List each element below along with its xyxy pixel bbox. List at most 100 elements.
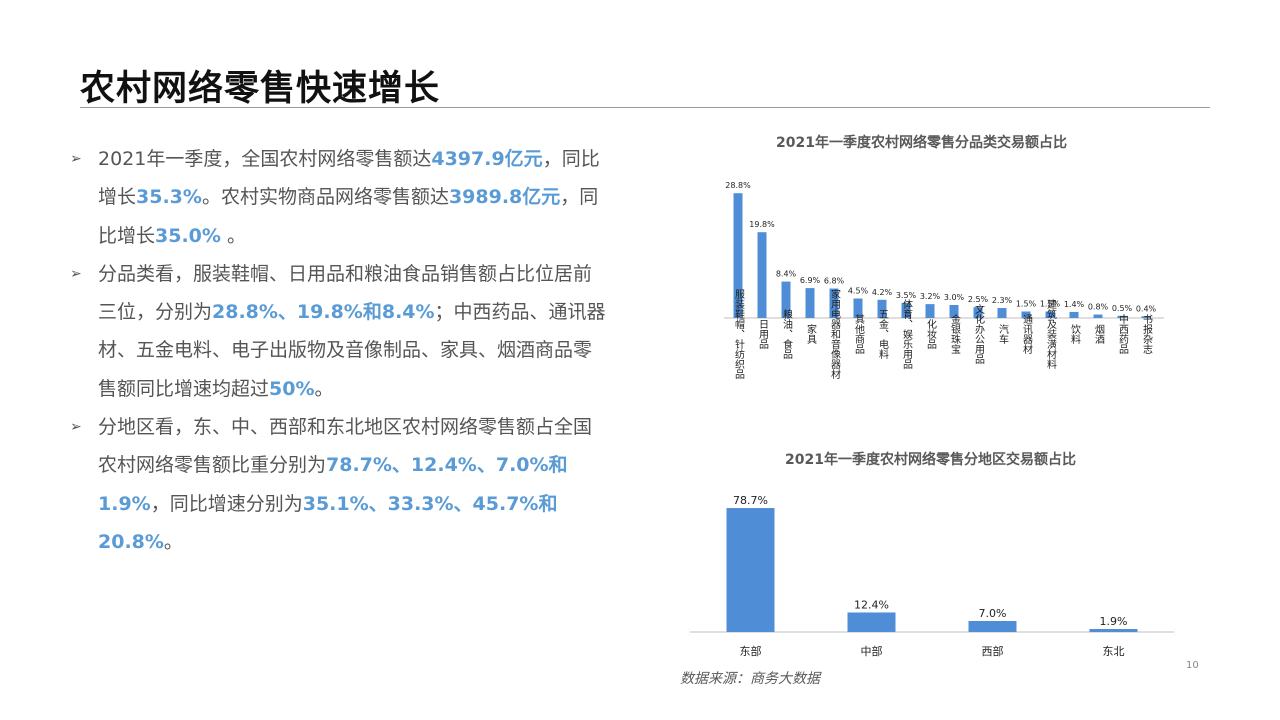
bar-10 bbox=[973, 307, 983, 318]
page-number: 10 bbox=[1186, 660, 1199, 671]
bullet-item: ➢ 分品类看，服装鞋帽、日用品和粮油食品销售额占比位居前三位，分别为28.8%、… bbox=[70, 255, 610, 408]
text-segment: ；中西药品、通讯器材、五金电料、电子出版物及音像制品、家具、烟酒商品零售额同比增… bbox=[98, 301, 606, 400]
bar-5 bbox=[853, 298, 863, 318]
category-label-16: 中西药品 bbox=[1117, 313, 1129, 355]
category-label-9: 金银珠宝 bbox=[949, 313, 961, 354]
value-label-7: 3.5% bbox=[896, 291, 917, 300]
highlighted-value: 78.7%、12.4%、7.0%和1.9% bbox=[98, 454, 568, 515]
category-label-11: 汽车 bbox=[997, 323, 1009, 345]
bar-11 bbox=[997, 308, 1007, 318]
text-segment: 。 bbox=[163, 530, 183, 553]
title-divider bbox=[80, 107, 1210, 108]
bar-3 bbox=[805, 288, 815, 318]
bullet-item: ➢ 2021年一季度，全国农村网络零售额达4397.9亿元，同比增长35.3%。… bbox=[70, 140, 610, 255]
highlighted-value: 50% bbox=[269, 377, 315, 400]
category-label-5: 其他商品 bbox=[853, 314, 865, 355]
category-label-4: 家用电器和音像器材 bbox=[829, 288, 841, 379]
category-label-6: 五金、电料 bbox=[877, 309, 889, 360]
value-label-13: 1.5% bbox=[1040, 300, 1061, 309]
category-label-0: 服装鞋帽、针纺织品 bbox=[733, 289, 745, 380]
value-label-2: 7.0% bbox=[979, 607, 1007, 620]
value-label-8: 3.2% bbox=[920, 292, 941, 301]
text-segment: 。农村实物商品网络零售额达 bbox=[201, 186, 449, 209]
value-label-0: 78.7% bbox=[733, 494, 768, 507]
category-chart-title: 2021年一季度农村网络零售分品类交易额占比 bbox=[776, 135, 1067, 151]
category-label-17: 书报杂志 bbox=[1141, 314, 1153, 354]
highlighted-value: 3989.8亿元 bbox=[448, 186, 561, 209]
value-label-0: 28.8% bbox=[725, 181, 751, 190]
category-label-8: 化妆品 bbox=[925, 318, 937, 350]
bullet-text: 2021年一季度，全国农村网络零售额达4397.9亿元，同比增长35.3%。农村… bbox=[98, 148, 600, 247]
text-segment: ，同比增长 bbox=[98, 148, 600, 209]
category-label-14: 饮料 bbox=[1069, 323, 1081, 345]
value-label-16: 0.5% bbox=[1112, 304, 1133, 313]
bar-1 bbox=[847, 612, 896, 632]
bar-9 bbox=[949, 305, 959, 318]
bar-16 bbox=[1117, 315, 1127, 318]
value-label-1: 12.4% bbox=[854, 598, 889, 611]
slide-title: 农村网络零售快速增长 bbox=[80, 69, 441, 109]
text-segment: ，同比增长 bbox=[98, 186, 599, 247]
bar-13 bbox=[1045, 311, 1055, 318]
category-label-1: 中部 bbox=[861, 644, 883, 658]
bar-14 bbox=[1069, 311, 1079, 318]
category-label-3: 家具 bbox=[805, 323, 817, 345]
data-source: 数据来源：商务大数据 bbox=[680, 671, 820, 687]
value-label-9: 3.0% bbox=[944, 293, 965, 302]
category-label-13: 建筑及装潢材料 bbox=[1045, 298, 1057, 370]
text-segment: 分地区看，东、中、西部和东北地区农村网络零售额占全国农村网络零售额比重分别为 bbox=[98, 416, 593, 477]
arrow-bullet-icon: ➢ bbox=[70, 151, 82, 167]
value-label-17: 0.4% bbox=[1136, 304, 1157, 313]
bar-8 bbox=[925, 304, 935, 318]
category-label-2: 西部 bbox=[982, 644, 1004, 658]
value-label-5: 4.5% bbox=[848, 287, 869, 296]
value-label-15: 0.8% bbox=[1088, 303, 1109, 312]
highlighted-value: 35.1%、33.3%、45.7%和20.8% bbox=[98, 492, 558, 553]
bar-1 bbox=[757, 232, 767, 318]
bar-2 bbox=[968, 620, 1017, 632]
bar-7 bbox=[901, 302, 911, 318]
bullet-text: 分地区看，东、中、西部和东北地区农村网络零售额占全国农村网络零售额比重分别为78… bbox=[98, 416, 592, 553]
value-label-12: 1.5% bbox=[1016, 300, 1037, 309]
value-label-1: 19.8% bbox=[749, 220, 775, 229]
text-segment: 2021年一季度，全国农村网络零售额达 bbox=[98, 148, 432, 170]
value-label-2: 8.4% bbox=[776, 270, 797, 279]
category-label-0: 东部 bbox=[740, 644, 762, 658]
category-label-15: 烟酒 bbox=[1093, 323, 1105, 345]
value-label-4: 6.8% bbox=[824, 277, 845, 286]
highlighted-value: 35.0% bbox=[155, 224, 221, 247]
arrow-bullet-icon: ➢ bbox=[70, 419, 82, 436]
value-label-11: 2.3% bbox=[992, 296, 1013, 305]
highlighted-value: 28.8%、19.8%和8.4% bbox=[212, 301, 435, 324]
value-label-10: 2.5% bbox=[968, 295, 989, 304]
bar-17 bbox=[1141, 316, 1151, 318]
category-label-1: 日用品 bbox=[757, 319, 769, 350]
bar-2 bbox=[781, 281, 791, 318]
category-label-2: 粮油、食品 bbox=[781, 308, 793, 360]
region-bar-chart: 78.7% 东部 12.4% 中部 7.0% 西部 1.9% 东北 bbox=[690, 494, 1174, 658]
value-label-6: 4.2% bbox=[872, 288, 893, 297]
text-segment: ，同比增速分别为 bbox=[150, 492, 303, 515]
bar-3 bbox=[1089, 629, 1138, 632]
category-label-3: 东北 bbox=[1103, 645, 1125, 658]
bar-0 bbox=[733, 193, 743, 318]
value-label-3: 6.9% bbox=[800, 276, 821, 285]
value-label-3: 1.9% bbox=[1100, 615, 1128, 628]
bar-0 bbox=[726, 508, 775, 632]
bullet-text: 分品类看，服装鞋帽、日用品和粮油食品销售额占比位居前三位，分别为28.8%、19… bbox=[98, 263, 606, 400]
category-label-10: 文化办公用品 bbox=[973, 303, 985, 365]
bar-12 bbox=[1021, 311, 1031, 318]
bar-15 bbox=[1093, 314, 1103, 318]
text-segment: 分品类看，服装鞋帽、日用品和粮油食品销售额占比位居前三位，分别为 bbox=[98, 262, 593, 324]
highlighted-value: 4397.9亿元 bbox=[431, 148, 543, 170]
bullet-list: ➢ 2021年一季度，全国农村网络零售额达4397.9亿元，同比增长35.3%。… bbox=[70, 140, 610, 561]
arrow-bullet-icon: ➢ bbox=[70, 265, 82, 282]
bullet-item: ➢ 分地区看，东、中、西部和东北地区农村网络零售额占全国农村网络零售额比重分别为… bbox=[70, 408, 610, 561]
bar-6 bbox=[877, 299, 887, 318]
region-chart-title: 2021年一季度农村网络零售分地区交易额占比 bbox=[785, 452, 1076, 468]
category-label-12: 通讯器材 bbox=[1021, 314, 1033, 354]
text-segment: 。 bbox=[314, 377, 334, 400]
text-segment: 。 bbox=[220, 224, 246, 247]
highlighted-value: 35.3% bbox=[136, 186, 202, 209]
bar-4 bbox=[829, 288, 839, 318]
